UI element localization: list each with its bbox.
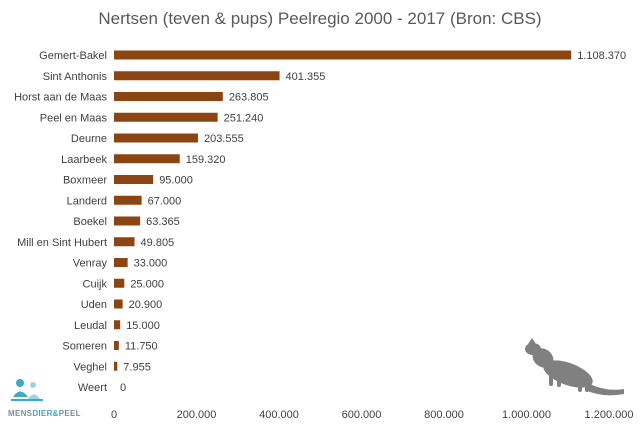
x-axis-ticks: 0 200.000 400.000 600.000 800.000 1.000.000 1.… <box>111 409 634 421</box>
bar <box>114 299 123 309</box>
data-label: 401.355 <box>286 71 326 83</box>
bar <box>114 341 119 350</box>
category-label: Veghel <box>73 361 107 373</box>
mink-silhouette-icon <box>525 338 624 396</box>
logo: MENSDIER&PEEL <box>8 379 81 418</box>
category-label: Cuijk <box>83 278 108 290</box>
bar <box>114 237 135 247</box>
x-tick-label: 1.200.000 <box>585 409 634 421</box>
bar <box>114 92 223 101</box>
category-label: Uden <box>81 299 107 311</box>
bar <box>114 216 141 226</box>
category-label: Landerd <box>67 195 107 207</box>
data-label: 7.955 <box>123 361 151 373</box>
data-label: 251.240 <box>224 112 264 124</box>
data-label: 159.320 <box>186 154 226 166</box>
value-labels: 1.108.370 401.355 263.805 251.240 203.555 159… <box>120 50 626 394</box>
x-tick-label: 600.000 <box>342 409 382 421</box>
bar <box>114 112 218 122</box>
x-tick-label: 1.000.000 <box>502 409 551 421</box>
category-label: Someren <box>62 341 107 353</box>
category-label: Horst aan de Maas <box>14 92 107 104</box>
category-label: Boxmeer <box>63 175 107 187</box>
category-label: Peel en Maas <box>40 112 108 124</box>
bar <box>114 278 125 288</box>
bar <box>114 71 280 81</box>
data-label: 33.000 <box>134 258 168 270</box>
data-label: 20.900 <box>129 299 163 311</box>
bar <box>114 320 121 330</box>
bar <box>114 154 180 164</box>
category-label: Boekel <box>73 216 107 228</box>
x-tick-label: 800.000 <box>424 409 464 421</box>
x-tick-label: 400.000 <box>259 409 299 421</box>
data-label: 25.000 <box>130 278 164 290</box>
data-label: 49.805 <box>141 237 175 249</box>
category-labels: Gemert-Bakel Sint Anthonis Horst aan de Ma… <box>14 50 107 394</box>
chart-title: Nertsen (teven & pups) Peelregio 2000 - … <box>98 9 541 28</box>
category-label: Gemert-Bakel <box>39 50 107 62</box>
category-label: Sint Anthonis <box>43 71 108 83</box>
bar <box>114 175 154 184</box>
data-label: 0 <box>120 382 126 394</box>
x-tick-label: 200.000 <box>177 409 217 421</box>
data-label: 15.000 <box>126 320 160 332</box>
x-tick-label: 0 <box>111 409 117 421</box>
bar <box>114 50 572 60</box>
data-label: 263.805 <box>229 92 269 104</box>
category-label: Venray <box>73 258 108 270</box>
category-label: Leudal <box>74 320 107 332</box>
logo-text: MENSDIER&PEEL <box>8 409 81 418</box>
logo-figures-icon <box>11 379 43 401</box>
bar <box>114 361 118 371</box>
bar <box>114 258 128 267</box>
category-label: Weert <box>78 382 107 394</box>
data-label: 203.555 <box>204 133 244 145</box>
data-label: 1.108.370 <box>577 50 626 62</box>
category-label: Deurne <box>71 133 107 145</box>
category-label: Mill en Sint Hubert <box>17 237 107 249</box>
bar <box>114 195 142 205</box>
data-label: 95.000 <box>159 175 193 187</box>
bars-group <box>114 50 572 371</box>
category-label: Laarbeek <box>61 154 107 166</box>
data-label: 63.365 <box>146 216 180 228</box>
bar <box>114 133 198 143</box>
data-label: 67.000 <box>148 195 182 207</box>
data-label: 11.750 <box>125 341 158 353</box>
